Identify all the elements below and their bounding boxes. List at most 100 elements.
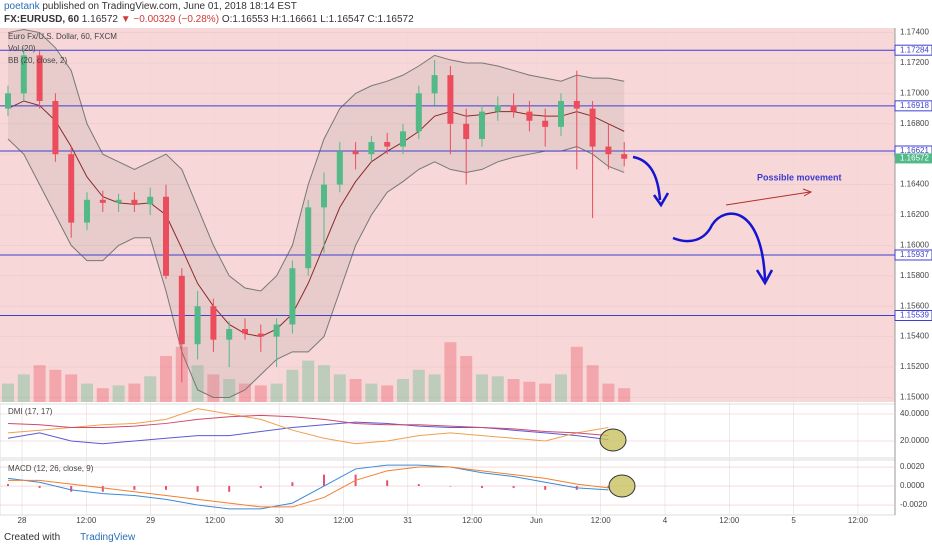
ohlc: L:1.16547 <box>320 14 365 25</box>
y-tick-label: 1.16000 <box>900 241 929 250</box>
volume-bar <box>365 383 378 402</box>
candle-body <box>368 142 375 155</box>
y-tick-label: 0.0020 <box>900 462 925 471</box>
histogram-bar <box>196 486 199 492</box>
indicator-line <box>7 421 609 445</box>
drawn-arrow-head <box>802 188 813 197</box>
drawn-curve <box>632 155 662 201</box>
volume-bar <box>460 356 473 402</box>
volume-bar <box>17 374 30 402</box>
histogram-bar <box>291 482 294 487</box>
histogram-bar <box>228 486 231 492</box>
volume-bar <box>239 383 251 402</box>
y-tick-label: 1.16200 <box>900 210 929 219</box>
candle-body <box>400 131 406 147</box>
candle-body <box>384 142 391 147</box>
x-tick-label: 4 <box>663 516 668 525</box>
candle-body <box>526 111 533 121</box>
vol-title: Vol (20) <box>8 44 36 53</box>
volume-bar <box>2 383 14 402</box>
volume-bar <box>286 369 299 402</box>
volume-bar <box>96 388 109 402</box>
histogram-bar <box>259 486 262 488</box>
volume-bar <box>207 374 220 402</box>
y-tick-label: 1.16800 <box>900 119 929 128</box>
bb-title: BB (20, close, 2) <box>8 56 67 65</box>
brand[interactable]: TradingView <box>80 532 136 543</box>
indicator-line <box>8 466 609 508</box>
volume-bar <box>254 385 267 402</box>
candle-body <box>242 329 248 334</box>
histogram-bar <box>133 486 136 490</box>
band-line <box>7 100 625 338</box>
highlight-circle <box>599 428 627 452</box>
x-tick-label: Jun <box>530 516 543 525</box>
y-tick-label: 1.15400 <box>900 332 929 341</box>
volume-bar <box>602 383 615 402</box>
volume-bar <box>191 365 204 402</box>
candle-body <box>352 151 359 155</box>
band-line <box>7 138 625 398</box>
y-tick-label: 1.17400 <box>900 28 929 37</box>
candle-body <box>494 105 501 112</box>
volume-bar <box>33 365 46 402</box>
volume-bar <box>555 374 567 402</box>
volume-bar <box>476 374 488 402</box>
histogram-bar <box>70 486 73 492</box>
candle-body <box>131 199 138 205</box>
candle-body <box>194 306 201 345</box>
candle-body <box>68 154 75 223</box>
histogram-bar <box>512 486 515 488</box>
candle-body <box>163 196 169 276</box>
user[interactable]: poetank <box>4 1 40 12</box>
candle-body <box>415 93 422 132</box>
volume-bar <box>428 374 441 402</box>
volume-bar <box>302 360 315 402</box>
level-tag <box>894 249 932 261</box>
x-tick-label: 29 <box>146 516 155 525</box>
candle-body <box>605 146 612 155</box>
candle-body <box>321 184 327 208</box>
level-tag <box>894 100 932 112</box>
published: published on TradingView.com, June 01, 2… <box>42 1 297 12</box>
change: ▼ −0.00329 (−0.28%) <box>120 14 220 25</box>
annotation: Possible movement <box>757 172 842 182</box>
macd-pane <box>0 459 896 516</box>
volume-bar <box>128 383 141 402</box>
volume-bar <box>412 369 425 402</box>
header-line: FX:EURUSD, 60 1.16572 ▼ −0.00329 (−0.28%… <box>4 14 414 25</box>
dmi-pane <box>0 403 896 459</box>
indicator-line <box>7 408 609 445</box>
y-tick-label: 1.15800 <box>900 271 929 280</box>
last-price-tag <box>895 153 932 164</box>
volume-bar <box>523 381 536 402</box>
candle-body <box>510 105 517 112</box>
indicator-line <box>7 464 609 510</box>
last-price-label: 1.16572 <box>900 154 929 163</box>
volume-bar <box>586 365 599 402</box>
volume-bar <box>507 379 520 402</box>
x-tick-label: 31 <box>403 516 412 525</box>
candle-body <box>479 111 485 139</box>
volume-bar <box>144 376 157 402</box>
ohlc: C:1.16572 <box>367 14 414 25</box>
drawn-curve <box>672 212 767 281</box>
candle-body <box>210 306 217 340</box>
candle-body <box>573 100 580 109</box>
last: 1.16572 <box>81 14 118 25</box>
candle-body <box>52 100 59 155</box>
y-tick-label: 40.0000 <box>900 409 929 418</box>
volume-bar <box>539 383 552 402</box>
chart: 28 12:00 29 12:00 30 12:00 31 12:00 Jun 12:00 4 12:… <box>0 28 932 525</box>
y-tick-label: 1.17200 <box>900 58 929 67</box>
candle-body <box>5 93 11 109</box>
histogram-bar <box>449 486 452 487</box>
x-tick-label: 12:00 <box>333 516 354 525</box>
x-tick-label: 12:00 <box>462 516 483 525</box>
ohlc: O:1.16553 <box>221 14 269 25</box>
drawn-curve <box>755 269 774 286</box>
histogram-bar <box>101 486 104 492</box>
y-tick-label: 20.0000 <box>900 436 929 445</box>
level-label: 1.16918 <box>900 101 929 110</box>
